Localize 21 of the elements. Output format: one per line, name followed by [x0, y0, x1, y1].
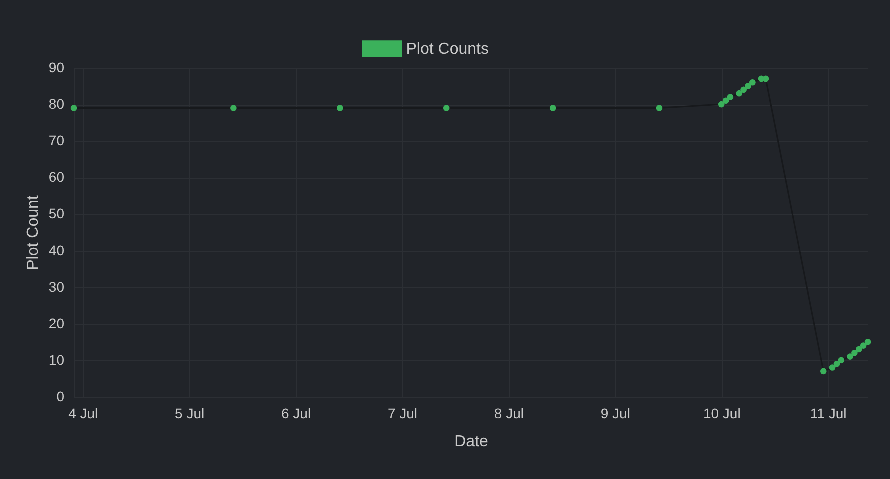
y-tick-label: 10	[48, 352, 65, 368]
y-tick-label: 40	[48, 242, 65, 258]
y-tick-label: 30	[48, 278, 65, 295]
y-tick-label: 70	[48, 132, 65, 149]
x-axis-title: Date	[454, 434, 488, 450]
y-tick-label: 90	[48, 60, 65, 76]
x-tick-label: 10 Jul	[703, 406, 741, 422]
x-tick-label: 4 Jul	[68, 406, 98, 422]
x-tick-label: 9 Jul	[600, 406, 630, 422]
y-axis-title: Plot Count	[24, 195, 42, 270]
y-tick-label: 50	[48, 206, 65, 222]
y-tick-label: 60	[48, 169, 65, 186]
x-tick-label: 6 Jul	[282, 406, 312, 422]
x-tick-label: 5 Jul	[175, 406, 205, 422]
y-tick-label: 0	[56, 388, 65, 404]
y-tick-label: 80	[48, 96, 65, 112]
x-tick-label: 7 Jul	[388, 406, 418, 422]
x-tick-label: 11 Jul	[810, 406, 847, 422]
y-tick-label: 20	[48, 315, 65, 332]
legend-label: Plot Counts	[406, 41, 489, 58]
x-tick-label: 8 Jul	[494, 406, 524, 422]
